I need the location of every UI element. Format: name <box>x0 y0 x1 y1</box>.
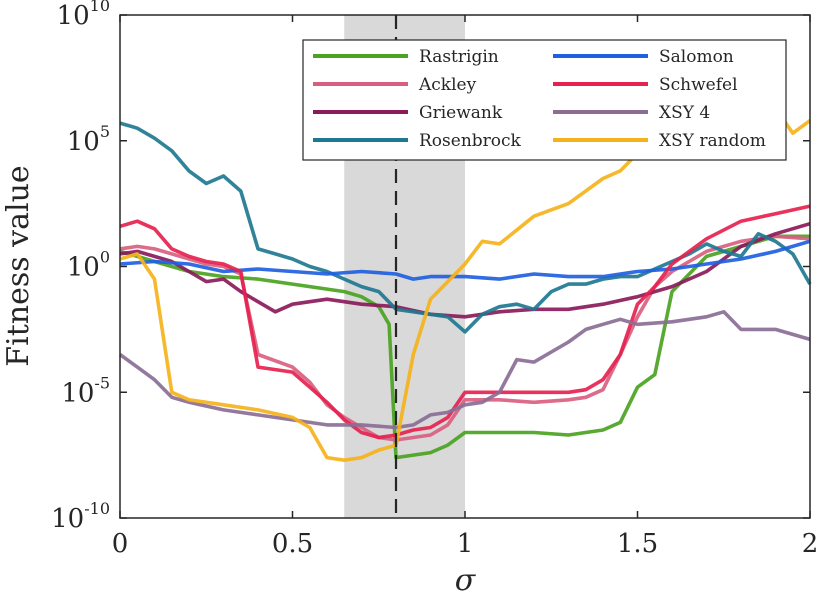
legend-entry-label: Ackley <box>418 75 477 95</box>
legend-entry-label: Salomon <box>659 47 734 67</box>
x-tick-label: 0 <box>112 529 129 559</box>
legend-entry-label: XSY random <box>659 131 766 151</box>
y-ticks: 10-10 10-5 100 105 1010 <box>51 0 810 534</box>
y-tick-label: 1010 <box>57 0 110 31</box>
x-tick-label: 1.5 <box>617 529 658 559</box>
x-tick-label: 2 <box>802 529 819 559</box>
x-tick-label: 1 <box>457 529 474 559</box>
series-line-xsy-4 <box>118 309 811 430</box>
legend-entry-label: Rosenbrock <box>419 131 522 151</box>
series-line-rastrigin <box>119 234 810 460</box>
y-axis-label: Fitness value <box>1 165 36 366</box>
legend-entry-label: Griewank <box>419 103 503 123</box>
legend-entry-label: XSY 4 <box>659 103 710 123</box>
x-axis-label: σ <box>455 563 477 598</box>
series-line-ackley <box>119 234 811 442</box>
x-ticks: 0 0.5 1 1.5 2 <box>112 15 819 559</box>
legend-entry-label: Schwefel <box>659 75 738 95</box>
y-tick-label: 100 <box>67 248 110 283</box>
legend: Rastrigin Ackley Griewank Rosenbrock Salomon… <box>302 39 787 161</box>
series-line-griewank <box>119 221 811 319</box>
y-tick-label: 105 <box>67 122 110 157</box>
legend-entry-label: Rastrigin <box>419 47 499 67</box>
series-line-rosenbrock <box>119 121 812 334</box>
y-tick-label: 10-5 <box>61 373 110 408</box>
series-line-schwefel <box>119 204 811 440</box>
x-tick-label: 0.5 <box>272 529 313 559</box>
y-tick-label: 10-10 <box>51 499 110 534</box>
